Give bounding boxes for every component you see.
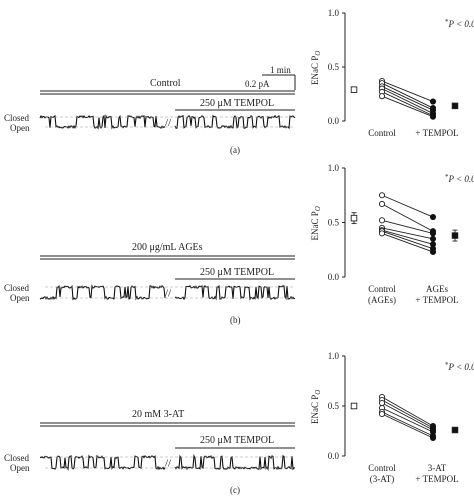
pair-line bbox=[381, 227, 434, 240]
panel-label-c: (c) bbox=[230, 485, 240, 495]
mean-marker bbox=[451, 426, 459, 434]
category-label: (3-AT) bbox=[370, 474, 395, 484]
axis-break: // bbox=[165, 458, 172, 470]
pair-line bbox=[381, 203, 434, 232]
mean-marker bbox=[350, 86, 358, 93]
category-label: 3-AT bbox=[428, 463, 447, 473]
axis-break: // bbox=[165, 117, 172, 129]
pair-line bbox=[381, 86, 434, 111]
category-label: + TEMPOL bbox=[415, 295, 458, 305]
mean-marker bbox=[350, 214, 358, 222]
control-point bbox=[378, 410, 386, 418]
y-tick-label: 1.0 bbox=[328, 351, 340, 361]
treatment-point bbox=[429, 434, 437, 442]
control-point bbox=[378, 192, 386, 199]
y-tick-label: 0.5 bbox=[328, 401, 340, 411]
scale-bar-current: 0.2 pA bbox=[245, 79, 270, 89]
scale-bar-time: 1 min bbox=[270, 65, 291, 75]
scale-bar: 1 min 0.2 pA bbox=[245, 65, 296, 90]
pair-line bbox=[381, 232, 434, 253]
pair-line bbox=[381, 95, 434, 118]
open-label: Open bbox=[10, 293, 30, 303]
closed-label: Closed bbox=[4, 283, 30, 293]
y-axis-label: ENaC PO bbox=[310, 206, 322, 240]
treatment-point bbox=[429, 113, 437, 120]
y-tick-label: 0.0 bbox=[328, 451, 340, 461]
po-chart-c: 0.0 0.5 1.0 ENaC PO *P < 0.01 Control(3-AT) 3-… bbox=[310, 351, 474, 484]
panel-b: 200 μg/mL AGEs 250 μM TEMPOL Closed Open… bbox=[4, 242, 296, 325]
pair-line bbox=[381, 91, 434, 117]
category-label: Control bbox=[368, 128, 396, 138]
pair-line bbox=[381, 80, 434, 102]
trace-signal bbox=[39, 284, 296, 301]
significance-annotation: *P < 0.01 bbox=[445, 361, 474, 372]
trace-condition-label: Control bbox=[150, 78, 181, 89]
channel-trace: // bbox=[39, 453, 296, 471]
trace-treatment-label: 250 μM TEMPOL bbox=[200, 98, 274, 109]
category-label: (AGEs) bbox=[368, 295, 396, 305]
pair-line bbox=[381, 229, 434, 245]
channel-trace: // bbox=[39, 114, 296, 130]
treatment-point bbox=[429, 230, 437, 237]
closed-label: Closed bbox=[4, 113, 30, 123]
treatment-point bbox=[429, 98, 437, 105]
panel-label-b: (b) bbox=[230, 315, 241, 325]
open-label: Open bbox=[10, 123, 30, 133]
control-point bbox=[378, 93, 386, 100]
significance-annotation: *P < 0.01 bbox=[445, 173, 474, 184]
closed-label: Closed bbox=[4, 453, 30, 463]
open-label: Open bbox=[10, 463, 30, 473]
y-tick-label: 0.0 bbox=[328, 116, 340, 126]
pair-line bbox=[381, 402, 434, 431]
trace-condition-label: 20 mM 3-AT bbox=[132, 409, 184, 420]
y-axis-label: ENaC PO bbox=[310, 390, 322, 424]
treatment-point bbox=[429, 248, 437, 255]
pair-line bbox=[381, 88, 434, 114]
treatment-point bbox=[429, 235, 437, 242]
channel-trace: // bbox=[39, 284, 296, 301]
y-tick-label: 0.5 bbox=[328, 218, 340, 228]
pair-line bbox=[381, 194, 434, 218]
mean-marker bbox=[451, 102, 459, 110]
y-tick-label: 1.0 bbox=[328, 8, 340, 18]
po-chart-a: 0.0 0.5 1.0 ENaC PO *P < 0.01 Control + TEMPOL bbox=[310, 8, 474, 138]
y-tick-label: 0.5 bbox=[328, 62, 340, 72]
trace-condition-label: 200 μg/mL AGEs bbox=[132, 242, 203, 253]
pair-line bbox=[381, 411, 434, 437]
trace-treatment-label: 250 μM TEMPOL bbox=[200, 267, 274, 278]
control-point bbox=[378, 399, 386, 407]
pair-line bbox=[381, 230, 434, 250]
panel-a: 1 min 0.2 pA Control 250 μM TEMPOL Close… bbox=[4, 65, 296, 155]
control-point bbox=[378, 200, 386, 208]
y-axis-label: ENaC PO bbox=[310, 51, 322, 85]
mean-marker bbox=[350, 402, 358, 410]
pair-line bbox=[381, 399, 434, 429]
pair-line bbox=[381, 82, 434, 109]
panel-c: 20 mM 3-AT 250 μM TEMPOL Closed Open // … bbox=[4, 409, 296, 495]
category-label: Control bbox=[368, 463, 396, 473]
pair-line bbox=[381, 396, 434, 427]
treatment-point bbox=[429, 213, 437, 221]
category-label: AGEs bbox=[426, 284, 448, 294]
mean-marker bbox=[451, 232, 459, 239]
y-tick-label: 1.0 bbox=[328, 163, 340, 173]
po-chart-b: 0.0 0.5 1.0 ENaC PO *P < 0.01 Control(AGEs) AG… bbox=[310, 163, 474, 305]
pair-line bbox=[381, 413, 434, 439]
category-label: Control bbox=[368, 284, 396, 294]
axis-break: // bbox=[165, 288, 172, 300]
significance-annotation: *P < 0.01 bbox=[445, 18, 474, 29]
pair-line bbox=[381, 219, 434, 234]
category-label: + TEMPOL bbox=[415, 474, 458, 484]
panel-label-a: (a) bbox=[230, 145, 240, 155]
control-point bbox=[378, 217, 386, 224]
control-point bbox=[378, 230, 386, 237]
category-label: + TEMPOL bbox=[415, 128, 458, 138]
y-tick-label: 0.0 bbox=[328, 272, 340, 282]
pair-line bbox=[381, 407, 434, 433]
trace-treatment-label: 250 μM TEMPOL bbox=[200, 435, 274, 446]
trace-signal bbox=[39, 114, 296, 130]
